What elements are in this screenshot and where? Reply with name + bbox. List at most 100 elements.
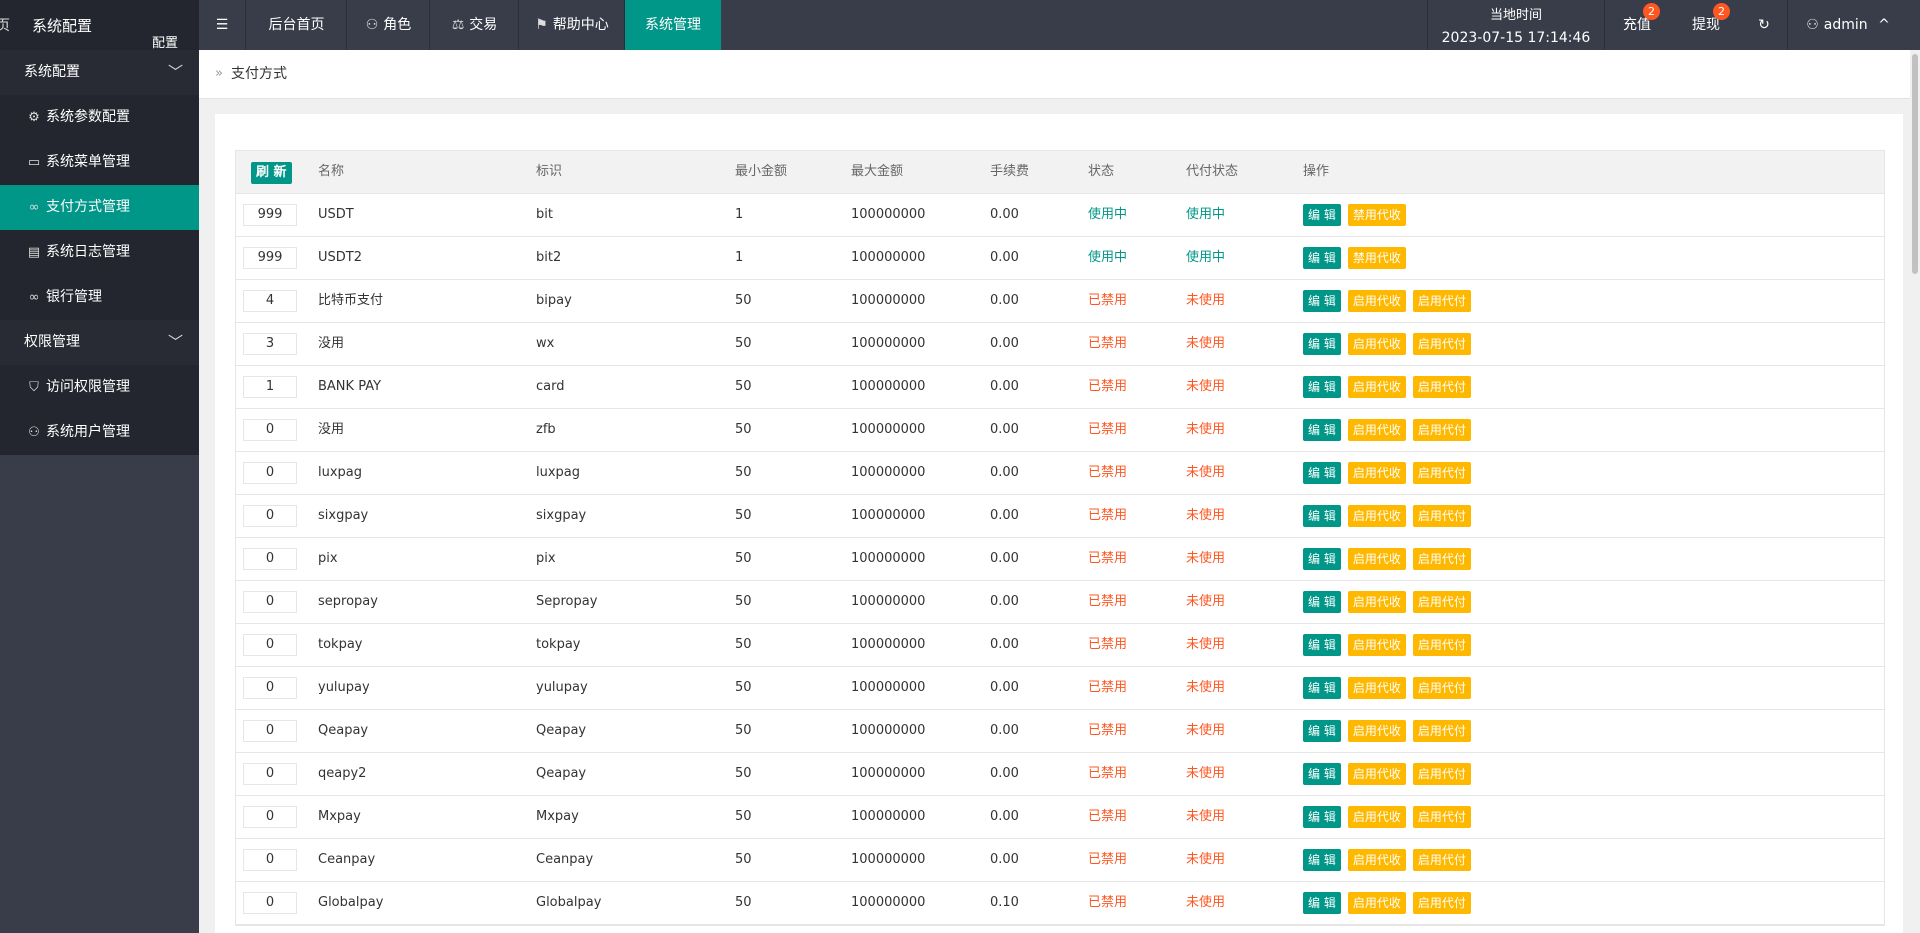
sidebar-item[interactable]: ⚇ 系统用户管理: [0, 410, 199, 455]
enable-collection-button[interactable]: 启用代收: [1347, 504, 1406, 527]
sidebar-item[interactable]: ⚙ 系统参数配置: [0, 95, 199, 140]
enable-payout-button[interactable]: 启用代付: [1412, 891, 1471, 914]
edit-button[interactable]: 编 辑: [1303, 418, 1341, 441]
top-nav-item[interactable]: 后台首页: [245, 0, 347, 50]
user-menu[interactable]: ⚇ admin ^: [1787, 0, 1908, 50]
sort-order-input[interactable]: [243, 548, 297, 570]
enable-collection-button[interactable]: 启用代收: [1347, 848, 1406, 871]
column-header-status: 状态: [1088, 164, 1115, 179]
enable-payout-button[interactable]: 启用代付: [1412, 848, 1471, 871]
edit-button[interactable]: 编 辑: [1303, 246, 1341, 269]
sort-order-input[interactable]: [243, 634, 297, 656]
disable-collection-button[interactable]: 禁用代收: [1347, 203, 1406, 226]
edit-button[interactable]: 编 辑: [1303, 590, 1341, 613]
edit-button[interactable]: 编 辑: [1303, 461, 1341, 484]
sidebar-group[interactable]: 系统配置 ﹀: [0, 50, 199, 95]
sort-order-input[interactable]: [243, 677, 297, 699]
cell-actions: 编 辑启用代收 启用代付: [1303, 581, 1478, 623]
top-nav-item[interactable]: ⚖ 交易: [429, 0, 519, 50]
sidebar-item[interactable]: ∞ 支付方式管理: [0, 185, 199, 230]
top-nav-item[interactable]: ⚑ 帮助中心: [518, 0, 625, 50]
enable-collection-button[interactable]: 启用代收: [1347, 719, 1406, 742]
sort-order-input[interactable]: [243, 333, 297, 355]
cell-name: Globalpay: [318, 895, 384, 910]
edit-button[interactable]: 编 辑: [1303, 289, 1341, 312]
cell-name: 没用: [318, 422, 345, 437]
enable-collection-button[interactable]: 启用代收: [1347, 461, 1406, 484]
cell-status: 已禁用: [1088, 508, 1128, 523]
sort-order-input[interactable]: [243, 892, 297, 914]
sort-order-input[interactable]: [243, 806, 297, 828]
recharge-button[interactable]: 充值 2: [1603, 0, 1671, 50]
edit-button[interactable]: 编 辑: [1303, 332, 1341, 355]
edit-button[interactable]: 编 辑: [1303, 375, 1341, 398]
enable-collection-button[interactable]: 启用代收: [1347, 590, 1406, 613]
enable-payout-button[interactable]: 启用代付: [1412, 332, 1471, 355]
enable-collection-button[interactable]: 启用代收: [1347, 375, 1406, 398]
edit-button[interactable]: 编 辑: [1303, 848, 1341, 871]
enable-payout-button[interactable]: 启用代付: [1412, 547, 1471, 570]
sidebar-item[interactable]: ▤ 系统日志管理: [0, 230, 199, 275]
sort-order-input[interactable]: [243, 720, 297, 742]
enable-payout-button[interactable]: 启用代付: [1412, 719, 1471, 742]
refresh-page-button[interactable]: ↻: [1741, 0, 1787, 50]
flag-icon: ⚑: [535, 17, 548, 33]
enable-collection-button[interactable]: 启用代收: [1347, 547, 1406, 570]
enable-payout-button[interactable]: 启用代付: [1412, 676, 1471, 699]
enable-payout-button[interactable]: 启用代付: [1412, 289, 1471, 312]
enable-payout-button[interactable]: 启用代付: [1412, 461, 1471, 484]
cell-actions: 编 辑启用代收 启用代付: [1303, 452, 1478, 494]
refresh-button[interactable]: 刷 新: [251, 162, 292, 184]
enable-payout-button[interactable]: 启用代付: [1412, 762, 1471, 785]
cell-max-amount: 100000000: [851, 766, 926, 781]
enable-collection-button[interactable]: 启用代收: [1347, 891, 1406, 914]
withdraw-button[interactable]: 提现 2: [1671, 0, 1741, 50]
sort-order-input[interactable]: [243, 763, 297, 785]
edit-button[interactable]: 编 辑: [1303, 676, 1341, 699]
sidebar-item[interactable]: ⛉ 访问权限管理: [0, 365, 199, 410]
cell-status: 已禁用: [1088, 422, 1128, 437]
sidebar-group[interactable]: 权限管理 ﹀: [0, 320, 199, 365]
sidebar-item[interactable]: ∞ 银行管理: [0, 275, 199, 320]
disable-collection-button[interactable]: 禁用代收: [1347, 246, 1406, 269]
enable-collection-button[interactable]: 启用代收: [1347, 676, 1406, 699]
sidebar-item[interactable]: ▭ 系统菜单管理: [0, 140, 199, 185]
enable-payout-button[interactable]: 启用代付: [1412, 375, 1471, 398]
edit-button[interactable]: 编 辑: [1303, 504, 1341, 527]
sort-order-input[interactable]: [243, 462, 297, 484]
enable-payout-button[interactable]: 启用代付: [1412, 633, 1471, 656]
sort-order-input[interactable]: [243, 247, 297, 269]
sort-order-input[interactable]: [243, 591, 297, 613]
enable-payout-button[interactable]: 启用代付: [1412, 418, 1471, 441]
edit-button[interactable]: 编 辑: [1303, 891, 1341, 914]
enable-collection-button[interactable]: 启用代收: [1347, 418, 1406, 441]
scrollbar-thumb[interactable]: [1912, 54, 1918, 274]
cell-fee: 0.00: [990, 551, 1019, 566]
enable-payout-button[interactable]: 启用代付: [1412, 805, 1471, 828]
cell-actions: 编 辑启用代收 启用代付: [1303, 366, 1478, 408]
edit-button[interactable]: 编 辑: [1303, 719, 1341, 742]
menu-toggle-button[interactable]: ☰: [199, 0, 245, 50]
edit-button[interactable]: 编 辑: [1303, 203, 1341, 226]
edit-button[interactable]: 编 辑: [1303, 805, 1341, 828]
top-nav-item[interactable]: 系统管理: [624, 0, 721, 50]
enable-payout-button[interactable]: 启用代付: [1412, 504, 1471, 527]
edit-button[interactable]: 编 辑: [1303, 762, 1341, 785]
enable-collection-button[interactable]: 启用代收: [1347, 332, 1406, 355]
enable-collection-button[interactable]: 启用代收: [1347, 289, 1406, 312]
cell-min-amount: 50: [735, 723, 752, 738]
enable-collection-button[interactable]: 启用代收: [1347, 633, 1406, 656]
edit-button[interactable]: 编 辑: [1303, 633, 1341, 656]
sort-order-input[interactable]: [243, 849, 297, 871]
enable-collection-button[interactable]: 启用代收: [1347, 805, 1406, 828]
sort-order-input[interactable]: [243, 505, 297, 527]
sort-order-input[interactable]: [243, 376, 297, 398]
page-scrollbar[interactable]: [1910, 50, 1920, 933]
enable-collection-button[interactable]: 启用代收: [1347, 762, 1406, 785]
enable-payout-button[interactable]: 启用代付: [1412, 590, 1471, 613]
sort-order-input[interactable]: [243, 204, 297, 226]
sort-order-input[interactable]: [243, 419, 297, 441]
top-nav-item[interactable]: ⚇ 角色: [346, 0, 430, 50]
edit-button[interactable]: 编 辑: [1303, 547, 1341, 570]
sort-order-input[interactable]: [243, 290, 297, 312]
